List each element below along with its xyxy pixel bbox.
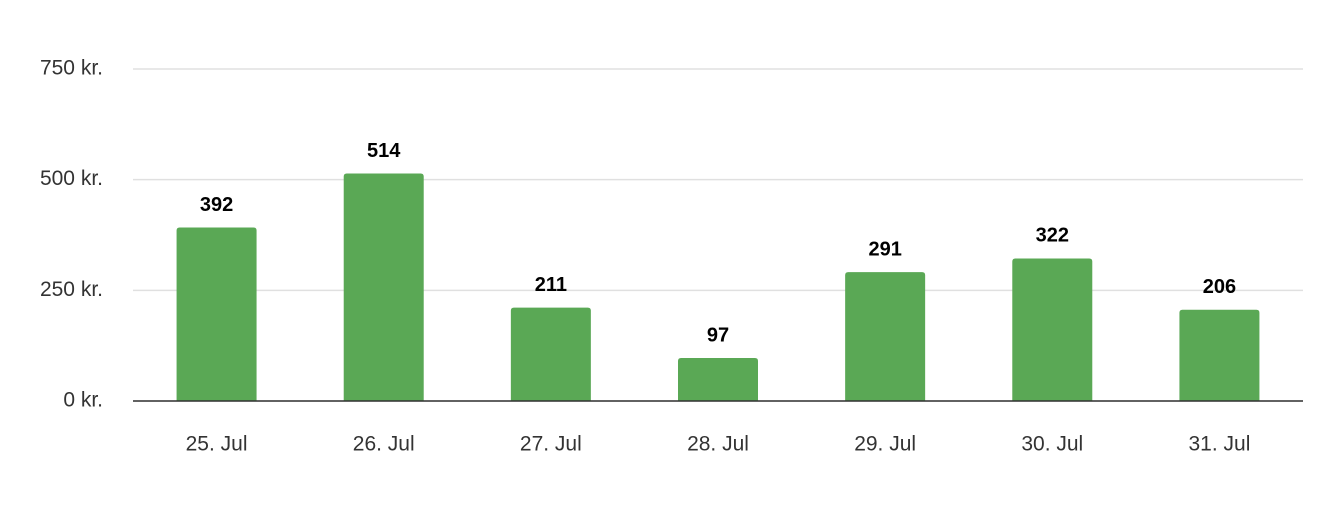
- bar: [678, 358, 758, 401]
- bar: [1179, 309, 1260, 401]
- x-tick-label: 25. Jul: [186, 433, 248, 456]
- x-tick-label: 31. Jul: [1188, 433, 1250, 456]
- y-tick-label: 500 kr.: [40, 167, 103, 190]
- x-tick-label: 29. Jul: [854, 433, 916, 456]
- bar: [510, 307, 591, 401]
- value-label: 322: [1036, 225, 1069, 247]
- y-tick-label: 0 kr.: [63, 389, 103, 412]
- y-tick-label: 750 kr.: [40, 57, 103, 80]
- y-tick-label: 250 kr.: [40, 278, 103, 301]
- x-tick-label: 28. Jul: [687, 433, 749, 456]
- value-label: 211: [535, 274, 567, 296]
- value-label: 291: [868, 238, 901, 260]
- value-label: 97: [707, 324, 729, 346]
- value-label: 206: [1203, 276, 1236, 298]
- bar: [1012, 258, 1093, 401]
- x-tick-label: 26. Jul: [353, 433, 415, 456]
- value-label: 514: [367, 140, 401, 162]
- value-label: 392: [200, 194, 233, 216]
- bar: [845, 272, 926, 401]
- bar: [176, 227, 257, 401]
- bar: [343, 173, 424, 401]
- x-tick-label: 27. Jul: [520, 433, 582, 456]
- x-tick-label: 30. Jul: [1021, 433, 1083, 456]
